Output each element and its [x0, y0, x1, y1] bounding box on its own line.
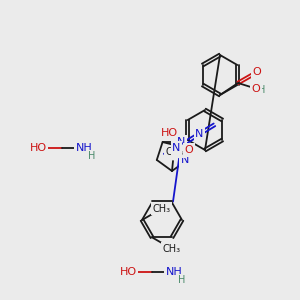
Text: O: O — [184, 145, 193, 155]
Text: H: H — [88, 151, 96, 161]
Text: NH: NH — [76, 143, 92, 153]
Text: NH: NH — [166, 267, 182, 277]
Text: CH₃: CH₃ — [163, 244, 181, 254]
Text: N: N — [177, 137, 186, 147]
Text: N: N — [181, 155, 189, 165]
Text: O: O — [253, 67, 261, 77]
Text: CH₃: CH₃ — [166, 147, 184, 157]
Text: O: O — [252, 84, 260, 94]
Text: N: N — [172, 143, 181, 153]
Text: HO: HO — [161, 128, 178, 138]
Text: CH₃: CH₃ — [153, 203, 171, 214]
Text: HO: HO — [119, 267, 136, 277]
Text: H: H — [258, 85, 266, 95]
Text: H: H — [178, 275, 186, 285]
Text: N: N — [195, 129, 204, 139]
Text: HO: HO — [29, 143, 46, 153]
